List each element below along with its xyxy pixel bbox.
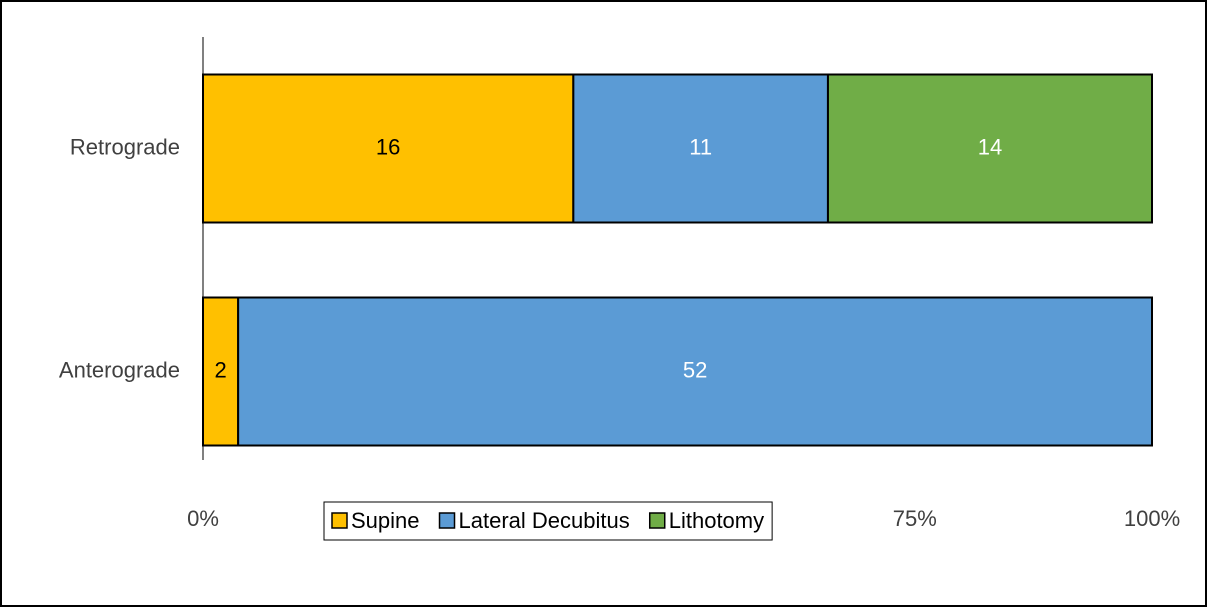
bar-segment — [202, 296, 240, 447]
legend-label: Lithotomy — [669, 508, 764, 533]
bar-segment — [826, 73, 1153, 224]
y-tick-label: Retrograde — [70, 134, 180, 159]
legend-swatch — [438, 512, 456, 529]
bar-segment — [237, 296, 1154, 447]
data-label: 52 — [683, 357, 707, 382]
y-tick-label: Anterograde — [59, 357, 180, 382]
legend-label: Lateral Decubitus — [459, 508, 630, 533]
legend-swatch — [648, 512, 666, 529]
bar-segment — [572, 73, 829, 224]
x-tick-label: 0% — [187, 506, 219, 531]
bar-segment — [202, 73, 575, 224]
data-label: 16 — [376, 134, 400, 159]
x-tick-label: 100% — [1124, 506, 1180, 531]
x-tick-label: 75% — [893, 506, 937, 531]
legend-swatch — [331, 512, 348, 529]
legend-label: Supine — [351, 508, 420, 533]
data-label: 2 — [214, 357, 226, 382]
data-label: 14 — [978, 134, 1002, 159]
data-label: 11 — [689, 134, 712, 159]
legend-box — [323, 501, 773, 541]
